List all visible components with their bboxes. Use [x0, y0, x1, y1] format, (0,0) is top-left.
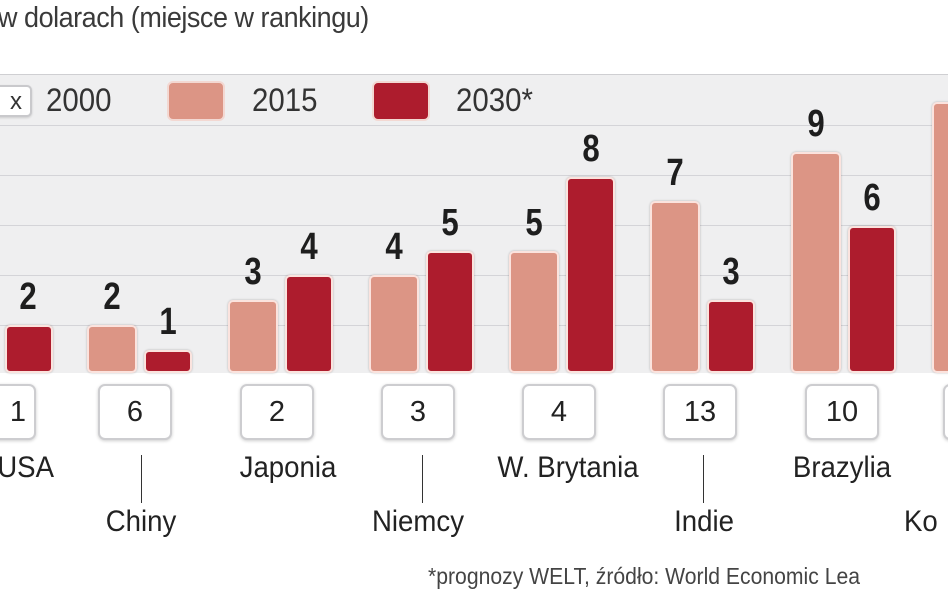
label-leader-line	[703, 455, 704, 503]
bar-japonia-2015	[228, 300, 278, 373]
legend-label-2030: 2030*	[456, 82, 533, 118]
value-label: 5	[525, 202, 543, 244]
bar-korea-2015	[932, 102, 948, 373]
value-label: 1	[933, 54, 948, 97]
rank-2000-wbrytania: 4	[522, 384, 596, 440]
gridline	[0, 125, 948, 126]
bar-niemcy-2030	[426, 251, 474, 373]
value-label: 9	[807, 103, 825, 145]
bar-wbrytania-2015	[509, 251, 559, 373]
rank-2000-niemcy: 3	[381, 384, 455, 440]
country-label-wbrytania: W. Brytania	[497, 451, 639, 484]
legend-swatch-2030	[372, 81, 430, 121]
value-label: 7	[666, 152, 684, 194]
value-label: 5	[441, 202, 459, 244]
gridline	[0, 175, 948, 176]
value-label: 3	[244, 251, 262, 293]
label-leader-line	[141, 455, 142, 503]
bar-usa-2030	[5, 325, 53, 373]
value-label: 2	[19, 276, 37, 318]
country-label-chiny: Chiny	[105, 505, 177, 538]
bar-chiny-2015	[87, 325, 137, 373]
rank-2000-indie: 13	[663, 384, 737, 440]
chart-title: w dolarach (miejsce w rankingu)	[0, 2, 369, 34]
bar-wbrytania-2030	[566, 177, 615, 373]
gridline	[0, 225, 948, 226]
rank-2000-korea	[943, 384, 948, 440]
value-label: 4	[300, 226, 318, 268]
value-label: 8	[582, 128, 600, 170]
rank-2000-usa: 1	[0, 384, 36, 440]
bar-indie-2030	[707, 300, 755, 373]
source-footnote: *prognozy WELT, źródło: World Economic L…	[428, 563, 861, 589]
label-leader-line	[422, 455, 423, 503]
country-label-japonia: Japonia	[239, 451, 337, 484]
country-label-usa: USA	[0, 451, 54, 484]
value-label: 6	[863, 177, 881, 219]
bar-indie-2015	[650, 201, 700, 373]
legend: x 2000 2015 2030*	[0, 76, 948, 124]
bar-niemcy-2015	[369, 275, 419, 373]
bar-japonia-2030	[285, 275, 333, 373]
value-label: 1	[159, 301, 177, 343]
value-label: 2	[103, 276, 121, 318]
value-label: 3	[722, 251, 740, 293]
legend-2000-box: x	[0, 85, 32, 117]
bar-brazylia-2030	[848, 226, 896, 373]
rank-2000-brazylia: 10	[805, 384, 879, 440]
legend-label-2000: 2000	[46, 82, 112, 118]
value-label: 4	[385, 226, 403, 268]
plot-area	[0, 74, 948, 373]
gridline	[0, 275, 948, 276]
gridline	[0, 325, 948, 326]
country-label-niemcy: Niemcy	[371, 505, 464, 538]
bar-chiny-2030	[144, 350, 192, 373]
bar-brazylia-2015	[791, 152, 841, 373]
legend-swatch-2015	[167, 81, 225, 121]
rank-2000-chiny: 6	[98, 384, 172, 440]
country-label-indie: Indie	[674, 505, 734, 538]
legend-label-2015: 2015	[252, 82, 318, 118]
country-label-brazylia: Brazylia	[792, 451, 892, 484]
country-label-korea: Ko	[904, 505, 938, 538]
rank-2000-japonia: 2	[240, 384, 314, 440]
